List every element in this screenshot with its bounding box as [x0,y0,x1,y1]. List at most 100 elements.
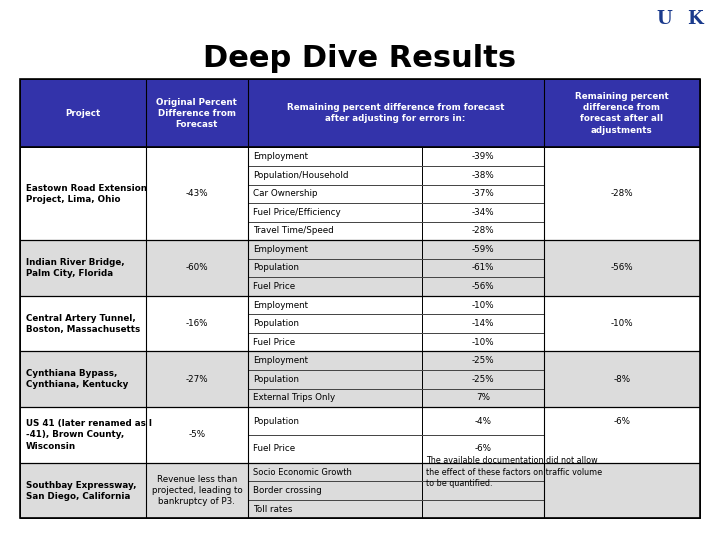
Text: -27%: -27% [186,375,208,384]
Bar [544,147,700,240]
Text: -43%: -43% [186,190,208,198]
Bar [423,147,544,166]
Text: Project: Project [66,109,101,118]
Text: -10%: -10% [611,319,633,328]
Text: Revenue less than
projected, leading to
bankruptcy of P3.: Revenue less than projected, leading to … [151,475,242,506]
Text: Original Percent
Difference from
Forecast: Original Percent Difference from Forecas… [156,98,238,129]
Bar [20,463,146,518]
Bar [248,370,423,389]
Text: -37%: -37% [472,190,494,198]
Bar [248,463,423,481]
Bar [248,166,423,185]
Text: Population: Population [253,375,300,384]
Text: Population: Population [253,264,300,273]
Text: Population: Population [253,416,300,426]
Bar [248,277,423,296]
Text: -25%: -25% [472,375,494,384]
Text: US 41 (later renamed as I
-41), Brown County,
Wisconsin: US 41 (later renamed as I -41), Brown Co… [26,420,152,450]
Bar [423,166,544,185]
Text: -39%: -39% [472,152,494,161]
Text: Remaining percent
difference from
forecast after all
adjustments: Remaining percent difference from foreca… [575,92,669,134]
Bar [423,352,544,370]
Bar [20,407,146,463]
Bar [248,259,423,277]
Text: Population/Household: Population/Household [253,171,348,180]
Bar [20,147,146,240]
Bar [20,240,146,296]
Bar [423,259,544,277]
Text: Remaining percent difference from forecast
after adjusting for errors in:: Remaining percent difference from foreca… [287,103,505,124]
Text: -16%: -16% [186,319,208,328]
Bar [423,314,544,333]
Text: -28%: -28% [611,190,633,198]
Bar [423,370,544,389]
Bar [544,463,700,518]
Text: External Trips Only: External Trips Only [253,393,336,402]
Bar [544,240,700,296]
Bar [423,185,544,203]
Bar [423,500,544,518]
Text: Travel Time/Speed: Travel Time/Speed [253,226,334,235]
Bar [146,147,248,240]
Text: -60%: -60% [186,264,208,273]
Text: Southbay Expressway,
San Diego, California: Southbay Expressway, San Diego, Californ… [26,481,136,501]
Text: Deep Dive Results: Deep Dive Results [204,44,516,73]
Text: Eastown Road Extension
Project, Lima, Ohio: Eastown Road Extension Project, Lima, Oh… [26,184,147,204]
Text: -6%: -6% [613,416,630,426]
Bar [544,79,700,147]
Bar [423,463,544,481]
Text: U: U [657,10,672,28]
Text: Employment: Employment [253,356,308,365]
Text: -14%: -14% [472,319,494,328]
Bar [146,463,248,518]
Bar [248,389,423,407]
Bar [20,79,146,147]
Text: Central Artery Tunnel,
Boston, Massachusetts: Central Artery Tunnel, Boston, Massachus… [26,314,140,334]
Bar [146,296,248,352]
Text: -56%: -56% [472,282,494,291]
Bar [248,314,423,333]
Bar [544,352,700,407]
Text: -38%: -38% [472,171,494,180]
Text: Fuel Price: Fuel Price [253,338,295,347]
Text: -56%: -56% [611,264,633,273]
Text: -5%: -5% [189,430,205,440]
Bar [248,333,423,352]
Text: Car Ownership: Car Ownership [253,190,318,198]
Bar [248,435,423,463]
Text: Border crossing: Border crossing [253,486,322,495]
Text: Fuel Price: Fuel Price [253,444,295,454]
Bar [248,500,423,518]
Text: Employment: Employment [253,301,308,309]
Bar [248,79,544,147]
Bar [248,203,423,221]
Text: Cynthiana Bypass,
Cynthiana, Kentucky: Cynthiana Bypass, Cynthiana, Kentucky [26,369,128,389]
Text: -28%: -28% [472,226,494,235]
Text: -8%: -8% [613,375,630,384]
Bar [423,407,544,435]
Text: Employment: Employment [253,152,308,161]
Bar [146,407,248,463]
Bar [248,296,423,314]
Text: -34%: -34% [472,208,494,217]
Text: -25%: -25% [472,356,494,365]
Bar [248,221,423,240]
Bar [146,79,248,147]
Text: -6%: -6% [474,444,492,454]
FancyBboxPatch shape [616,2,713,38]
Text: -4%: -4% [474,416,492,426]
Text: -10%: -10% [472,338,494,347]
Bar [146,240,248,296]
Text: Population: Population [253,319,300,328]
Bar [423,333,544,352]
Bar [544,407,700,463]
Text: The available documentation did not allow
the effect of these factors on traffic: The available documentation did not allo… [426,456,602,488]
Bar [20,352,146,407]
Bar [248,481,423,500]
Text: -59%: -59% [472,245,494,254]
Bar [248,240,423,259]
Bar [423,389,544,407]
Text: K: K [687,10,703,28]
Text: Socio Economic Growth: Socio Economic Growth [253,468,352,476]
Bar [423,277,544,296]
